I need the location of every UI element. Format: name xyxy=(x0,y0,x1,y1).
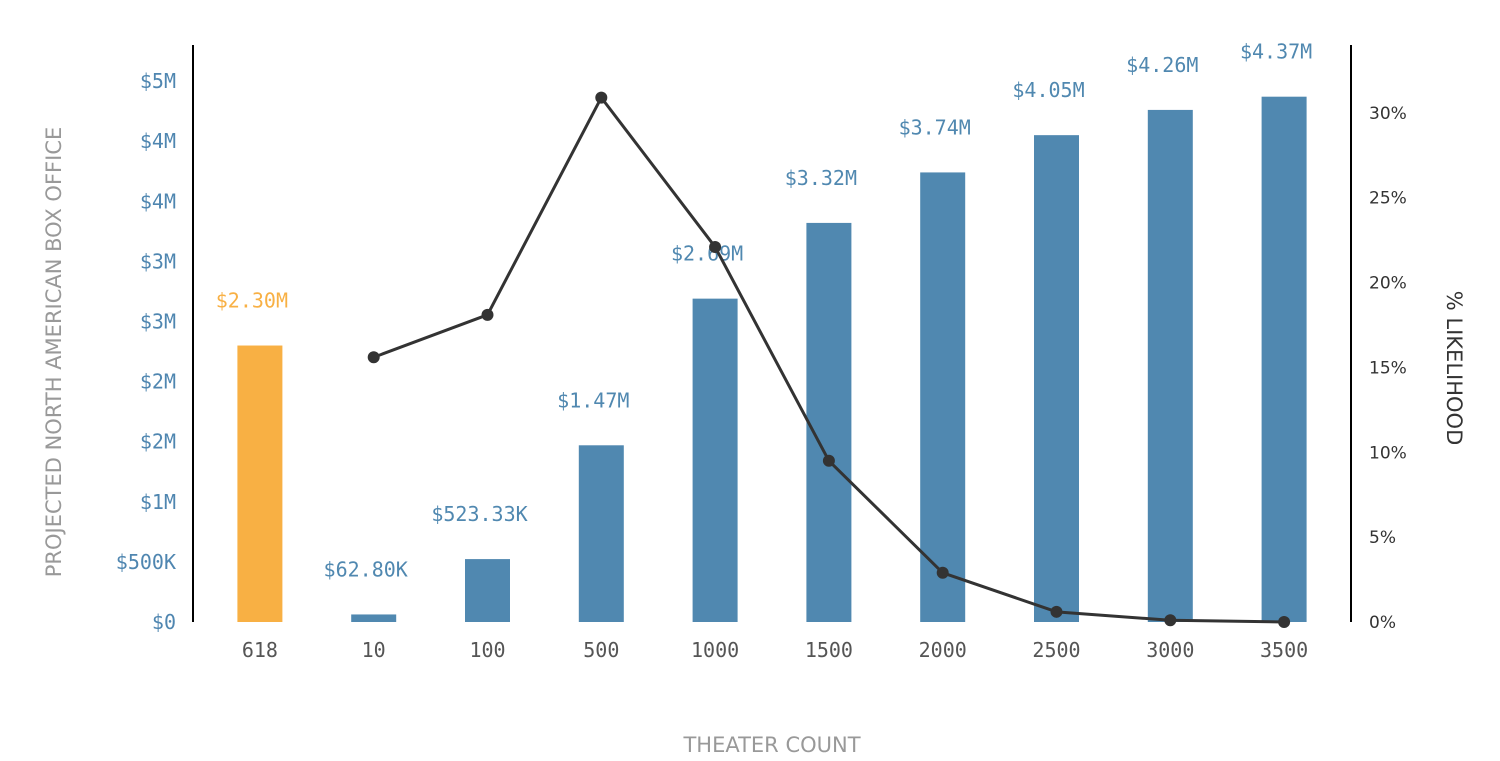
y2-axis-title: % LIKELIHOOD xyxy=(1442,291,1466,445)
y-tick-label: $3M xyxy=(140,309,176,333)
bar-label-2000: $3.74M xyxy=(899,115,971,139)
bar-2500 xyxy=(1034,135,1079,622)
x-tick-label: 3500 xyxy=(1260,638,1308,662)
bar-1000 xyxy=(692,298,738,622)
y-tick-label: $1M xyxy=(140,490,176,514)
x-tick-label: 618 xyxy=(242,638,278,662)
right-axis-ticks: 0% 5% 10% 15% 20% 25% 30% xyxy=(1369,104,1407,633)
bar-value-labels: $2.30M $62.80K $523.33K $1.47M $2.69M $3.32M $… xyxy=(216,40,1312,582)
x-tick-label: 10 xyxy=(362,638,386,662)
y-tick-label: $0 xyxy=(152,610,176,634)
y-tick-label: $3M xyxy=(140,249,176,273)
bar-label-1500: $3.32M xyxy=(785,166,857,190)
x-axis-ticks: 618 10 100 500 1000 1500 2000 2500 3000 3500 xyxy=(242,638,1308,662)
bar-3000 xyxy=(1147,109,1193,623)
bar-500 xyxy=(578,445,624,622)
bar-10 xyxy=(351,614,397,622)
y-tick-label: $2M xyxy=(140,430,176,454)
bar-label-618: $2.30M xyxy=(216,289,288,313)
y2-tick-label: 30% xyxy=(1369,104,1407,124)
likelihood-point-1000 xyxy=(709,240,722,253)
likelihood-point-10 xyxy=(367,351,380,364)
x-tick-label: 100 xyxy=(469,638,505,662)
likelihood-point-3000 xyxy=(1164,614,1177,627)
bar-series xyxy=(237,96,1307,623)
y2-tick-label: 10% xyxy=(1369,443,1407,463)
y2-tick-label: 15% xyxy=(1369,358,1407,378)
y-tick-label: $5M xyxy=(140,69,176,93)
bar-label-3000: $4.26M xyxy=(1126,53,1198,77)
y-tick-label: $500K xyxy=(116,550,176,574)
likelihood-point-2000 xyxy=(936,566,949,579)
left-axis-ticks: $0 $500K $1M $2M $2M $3M $3M $4M $4M $5M xyxy=(116,69,176,634)
y2-tick-label: 0% xyxy=(1369,613,1396,633)
likelihood-point-500 xyxy=(595,91,608,104)
bar-618 xyxy=(237,345,283,622)
bar-2000 xyxy=(920,172,966,622)
bar-label-10: $62.80K xyxy=(324,557,408,581)
x-tick-label: 500 xyxy=(583,638,619,662)
y2-tick-label: 20% xyxy=(1369,274,1407,294)
y-tick-label: $2M xyxy=(140,370,176,394)
bar-label-3500: $4.37M xyxy=(1240,40,1312,64)
bar-100 xyxy=(465,559,510,622)
bar-label-1000: $2.69M xyxy=(671,242,743,266)
likelihood-point-1500 xyxy=(822,454,835,467)
x-tick-label: 1500 xyxy=(805,638,853,662)
likelihood-line-series xyxy=(367,91,1291,628)
likelihood-point-2500 xyxy=(1050,605,1063,618)
y-tick-label: $4M xyxy=(140,129,176,153)
y-tick-label: $4M xyxy=(140,189,176,213)
bar-label-2500: $4.05M xyxy=(1012,78,1084,102)
y-axis-title: PROJECTED NORTH AMERICAN BOX OFFICE xyxy=(42,127,66,578)
bar-label-100: $523.33K xyxy=(431,502,527,526)
x-tick-label: 2000 xyxy=(919,638,967,662)
bar-label-500: $1.47M xyxy=(557,388,629,412)
y2-tick-label: 25% xyxy=(1369,189,1407,209)
likelihood-point-3500 xyxy=(1278,616,1291,628)
bar-1500 xyxy=(806,222,852,623)
x-tick-label: 2500 xyxy=(1032,638,1080,662)
x-axis-title: THEATER COUNT xyxy=(682,733,860,757)
x-tick-label: 1000 xyxy=(691,638,739,662)
bar-3500 xyxy=(1261,96,1307,623)
likelihood-point-100 xyxy=(481,308,494,321)
y2-tick-label: 5% xyxy=(1369,528,1396,548)
x-tick-label: 3000 xyxy=(1146,638,1194,662)
